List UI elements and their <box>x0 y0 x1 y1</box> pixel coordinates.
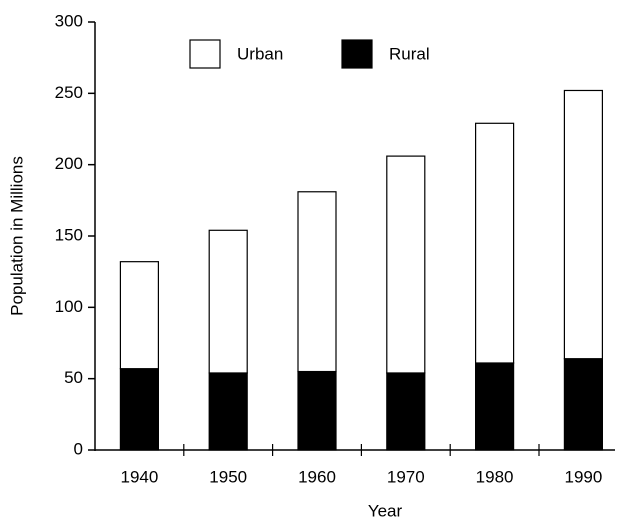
legend-swatch <box>341 39 373 69</box>
legend-swatch <box>189 39 221 69</box>
bar-segment <box>208 229 248 374</box>
bar-segment <box>119 368 160 451</box>
legend-label: Urban <box>237 44 283 63</box>
y-tick-label: 250 <box>55 83 83 102</box>
y-tick-label: 200 <box>55 154 83 173</box>
bar-segment <box>563 358 604 451</box>
y-tick-label: 300 <box>55 11 83 30</box>
x-tick-label: 1950 <box>209 467 247 486</box>
bar-segment <box>208 372 248 451</box>
bar-segment <box>297 191 337 373</box>
y-tick-label: 150 <box>55 225 83 244</box>
bar-segment <box>563 89 604 360</box>
bar-segment <box>386 372 426 451</box>
bar-segment <box>119 261 160 370</box>
x-tick-label: 1980 <box>476 467 514 486</box>
y-axis-label: Population in Millions <box>7 156 26 316</box>
x-tick-label: 1990 <box>564 467 602 486</box>
y-tick-label: 50 <box>64 368 83 387</box>
bar-segment <box>297 370 337 451</box>
x-axis-label: Year <box>368 501 403 520</box>
y-tick-label: 100 <box>55 297 83 316</box>
bar-segment <box>475 122 515 364</box>
x-tick-label: 1970 <box>387 467 425 486</box>
legend-label: Rural <box>389 44 430 63</box>
bar-segment <box>386 155 426 374</box>
x-tick-label: 1940 <box>120 467 158 486</box>
x-tick-label: 1960 <box>298 467 336 486</box>
y-tick-label: 0 <box>74 439 83 458</box>
bar-segment <box>475 362 515 451</box>
